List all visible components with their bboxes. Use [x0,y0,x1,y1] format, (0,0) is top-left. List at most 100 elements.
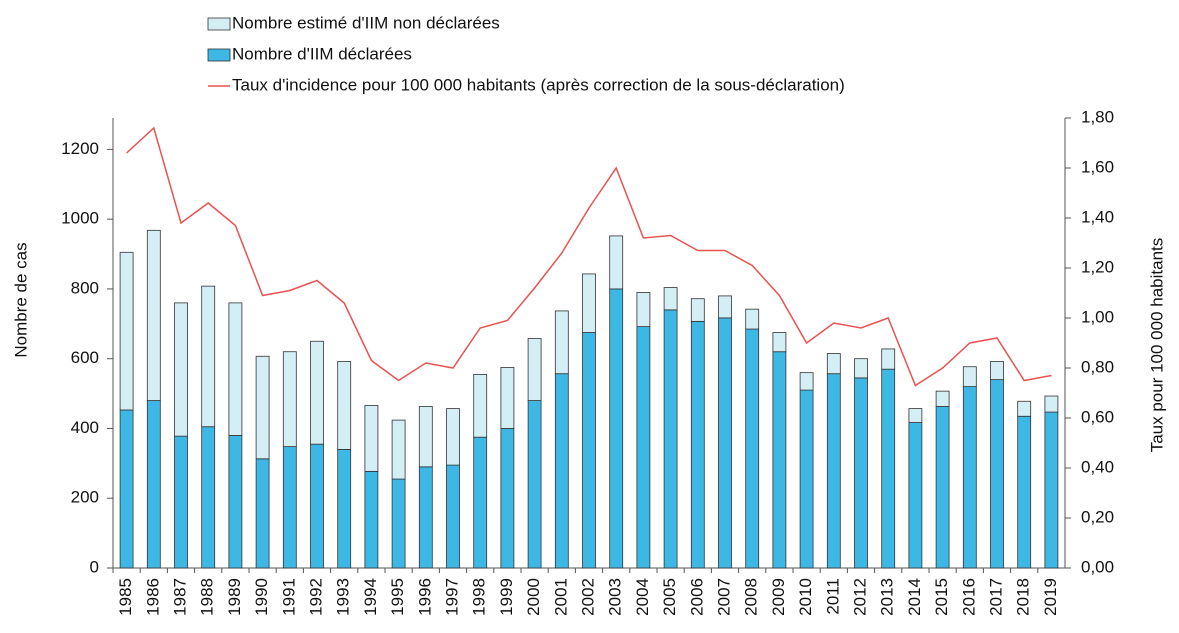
bar [1017,400,1032,417]
bar [609,288,624,569]
bar [935,390,950,407]
x-tick-label: 1990 [252,578,271,616]
x-tick-label: 1995 [388,578,407,616]
bar [826,353,841,375]
y2-axis-title: Taux pour 100 000 habitants [1147,238,1166,453]
bar [881,348,896,370]
bar [962,386,977,569]
y-tick-label: 400 [71,418,99,437]
bar [146,229,161,401]
legend-swatch [207,17,231,31]
y2-tick-label: 0,80 [1081,357,1114,376]
bar [745,308,760,330]
bar [1044,395,1059,413]
bar [119,251,134,411]
x-tick-label: 2009 [769,578,788,616]
y2-tick-label: 1,80 [1081,107,1114,126]
bar [854,377,868,569]
x-tick-label: 2001 [551,578,570,616]
bar [527,400,542,569]
bar [799,389,814,569]
y2-tick-label: 0,40 [1081,457,1114,476]
x-tick-label: 1987 [170,578,189,616]
bar [255,355,270,460]
bar [174,435,188,569]
x-tick-label: 2019 [1041,578,1060,616]
y2-tick-label: 1,20 [1081,257,1114,276]
bar [391,419,406,480]
x-tick-label: 1989 [225,578,244,616]
x-tick-label: 2002 [578,578,597,616]
bar [337,361,352,450]
x-tick-label: 1986 [143,578,162,616]
y-tick-label: 1000 [61,209,99,228]
bar [364,470,379,569]
bar [554,310,569,375]
bar [690,298,705,322]
x-tick-label: 1993 [334,578,353,616]
bar [228,435,243,569]
y2-tick-label: 0,20 [1081,507,1114,526]
bar [310,443,324,569]
x-tick-label: 2016 [959,578,978,616]
bar [962,366,977,388]
x-tick-label: 1997 [442,578,461,616]
bar [772,332,787,353]
bar [935,406,950,569]
y2-tick-label: 1,60 [1081,157,1114,176]
y2-tick-label: 0,60 [1081,407,1114,426]
bar [636,326,651,569]
bar [255,458,270,569]
x-tick-label: 2005 [660,578,679,616]
x-tick-label: 1991 [279,578,298,616]
x-tick-label: 1992 [306,578,325,616]
bar [663,309,678,569]
bar [881,368,896,569]
x-tick-label: 1999 [497,578,516,616]
x-tick-label: 1994 [361,578,380,616]
x-tick-label: 1998 [470,578,489,616]
bar [337,448,352,569]
bar [745,328,760,569]
x-tick-label: 2017 [986,578,1005,616]
x-tick-label: 2004 [633,578,652,616]
legend-label: Nombre d'IIM déclarées [232,44,412,63]
bar [228,302,243,436]
bar [364,405,379,472]
y2-tick-label: 0,00 [1081,557,1114,576]
y-tick-label: 800 [71,278,99,297]
bar [473,436,488,569]
x-tick-label: 2000 [524,578,543,616]
x-tick-label: 2018 [1014,578,1033,616]
bar [282,351,297,448]
bar [119,409,134,569]
x-tick-label: 2011 [823,578,842,615]
bar [446,408,460,466]
bar [282,446,297,569]
x-tick-label: 2012 [850,578,869,616]
y-axis-title: Nombre de cas [11,242,30,357]
bar [582,273,596,333]
bar [527,338,542,401]
x-tick-label: 2014 [905,578,924,616]
x-tick-label: 2007 [714,578,733,616]
bar [201,426,216,569]
x-tick-label: 2006 [687,578,706,616]
x-tick-label: 1985 [116,578,135,616]
x-tick-label: 2010 [796,578,815,616]
bar [854,358,868,379]
bar [391,478,406,569]
bar [582,332,596,569]
bar [718,295,732,319]
y-tick-label: 0 [90,557,99,576]
legend-label: Nombre estimé d'IIM non déclarées [232,13,500,32]
bar [146,400,161,569]
bar [1017,415,1032,569]
x-tick-label: 1988 [198,578,217,616]
bar [990,379,1004,569]
bar [201,285,216,428]
bar [908,408,923,423]
bar [908,422,923,569]
x-tick-label: 2008 [742,578,761,616]
